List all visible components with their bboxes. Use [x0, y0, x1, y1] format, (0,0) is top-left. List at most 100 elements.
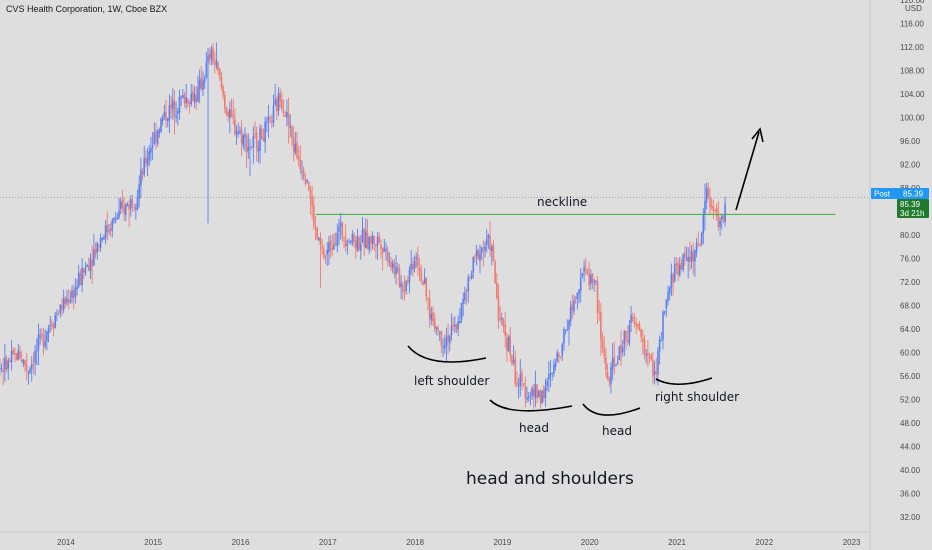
candle-body — [588, 273, 590, 286]
head-label-2: head — [602, 424, 632, 438]
candle-body — [717, 214, 720, 228]
last-price-badge[interactable]: 85.39 3d 21h — [897, 199, 929, 218]
candle-body — [435, 327, 438, 330]
candle-body — [704, 200, 706, 214]
candle-body — [494, 261, 496, 284]
candle-body — [5, 360, 8, 370]
candle-body — [114, 219, 117, 221]
candle-body — [156, 131, 159, 144]
candle-body — [79, 273, 82, 285]
candle-body — [393, 262, 396, 275]
candle-body — [437, 327, 439, 331]
candle-body — [24, 359, 26, 366]
price-tick-label: 40.00 — [900, 466, 921, 475]
time-tick-label: 2018 — [406, 538, 424, 547]
candle-body — [687, 256, 689, 262]
candle-body — [511, 355, 513, 364]
candle-body — [601, 339, 604, 348]
price-tick-label: 80.00 — [900, 231, 921, 240]
candle-body — [677, 262, 679, 275]
candle-body — [67, 299, 70, 303]
candle-body — [314, 226, 317, 228]
candle-body — [182, 95, 184, 99]
candle-body — [517, 385, 520, 387]
candle-body — [7, 360, 10, 369]
head-arc-2[interactable] — [582, 403, 641, 416]
candle-body — [160, 119, 162, 132]
candle-body — [208, 53, 211, 60]
candle-body — [88, 265, 90, 271]
candle-body — [155, 130, 157, 143]
candle-body — [670, 273, 673, 289]
candle-body — [173, 101, 176, 117]
candle-body — [610, 367, 612, 385]
candle-body — [413, 260, 416, 270]
candle-body — [259, 127, 261, 151]
candle-body — [312, 205, 315, 226]
candle-body — [12, 349, 15, 355]
candle-body — [462, 298, 465, 304]
breakout-arrow-line[interactable] — [735, 131, 760, 211]
candle-body — [109, 228, 112, 232]
candle-body — [490, 246, 493, 251]
candle-body — [386, 250, 389, 262]
candle-body — [252, 136, 255, 148]
left-shoulder-arc[interactable] — [407, 345, 487, 363]
candle-body — [626, 339, 629, 342]
candle-body — [111, 220, 114, 231]
candle-body — [470, 273, 473, 279]
candle-body — [584, 265, 587, 268]
candle-body — [647, 352, 649, 356]
candle-body — [359, 243, 362, 251]
candle-body — [306, 180, 308, 182]
candle-body — [215, 59, 218, 67]
candle-body — [262, 138, 265, 142]
candle-body — [410, 263, 412, 270]
candle-body — [536, 384, 538, 399]
candle-body — [213, 63, 216, 65]
candle-body — [286, 111, 288, 118]
candle-body — [35, 350, 38, 352]
head-arc-1[interactable] — [489, 399, 573, 412]
candle-body — [354, 240, 357, 249]
candle-body — [479, 253, 481, 262]
candle-body — [591, 273, 594, 284]
bar-countdown: 3d 21h — [900, 209, 924, 218]
candle-body — [554, 362, 557, 368]
candle-body — [234, 119, 236, 134]
candle-body — [499, 318, 501, 320]
candle-body — [146, 158, 149, 166]
candle-body — [391, 263, 394, 268]
candle-body — [529, 396, 532, 398]
candle-body — [82, 269, 85, 273]
candle-body — [699, 243, 701, 246]
pattern-label: head and shoulders — [466, 469, 634, 489]
candle-body — [457, 321, 459, 329]
candle-body — [472, 256, 475, 273]
candle-body — [22, 359, 25, 364]
candle-body — [131, 200, 134, 205]
candle-body — [255, 132, 258, 150]
post-label: Post — [874, 190, 891, 199]
candle-body — [188, 102, 191, 104]
candle-body — [407, 280, 409, 283]
candle-body — [148, 151, 151, 160]
candle-body — [447, 335, 449, 342]
candle-body — [487, 235, 490, 239]
candle-body — [37, 334, 40, 351]
chart-title: CVS Health Corporation, 1W, Cboe BZX — [6, 4, 167, 14]
candle-body — [724, 203, 726, 223]
post-price-badge[interactable]: Post 85.39 — [871, 188, 929, 199]
candle-body — [46, 331, 48, 342]
candle-body — [590, 274, 592, 284]
candle-body — [625, 331, 627, 340]
candle-body — [339, 223, 342, 227]
candle-body — [553, 364, 555, 374]
candle-body — [542, 388, 545, 398]
candle-body — [482, 248, 485, 250]
right-shoulder-arc[interactable] — [655, 377, 713, 386]
candle-body — [136, 196, 139, 210]
candle-body — [32, 364, 35, 366]
